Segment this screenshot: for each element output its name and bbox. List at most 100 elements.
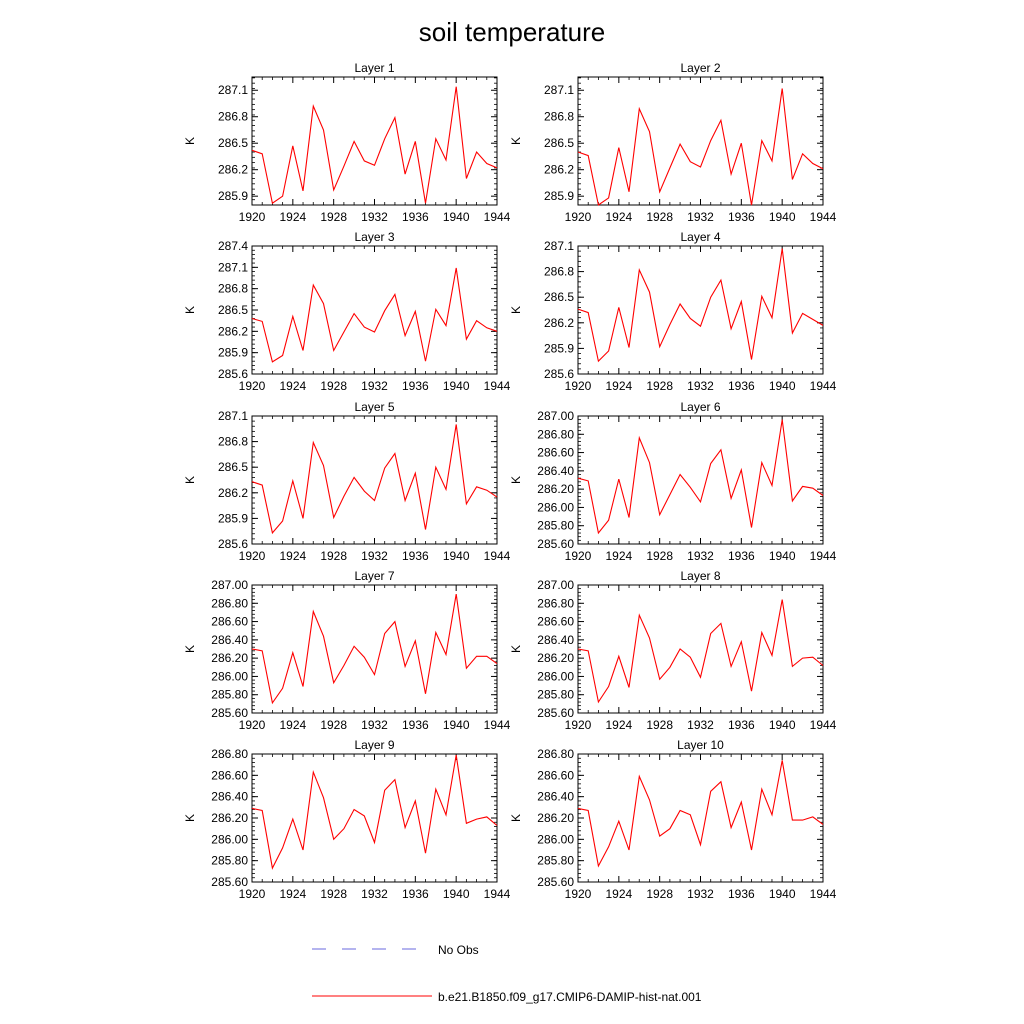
chart-title: soil temperature: [419, 17, 605, 47]
y-tick-label: 286.60: [537, 768, 574, 782]
plot-frame: [251, 584, 498, 714]
x-tick-label: 1936: [728, 210, 755, 224]
x-tick-label: 1920: [565, 549, 592, 563]
y-tick-label: 286.80: [211, 747, 248, 761]
y-tick-label: 285.60: [537, 537, 574, 551]
y-tick-label: 287.4: [218, 239, 248, 253]
plot-frame: [577, 76, 824, 206]
plot-frame: [251, 753, 498, 883]
y-tick-label: 286.20: [537, 811, 574, 825]
x-tick-label: 1932: [361, 379, 388, 393]
series-line: [251, 424, 498, 535]
legend-label: No Obs: [438, 943, 479, 957]
x-tick-label: 1940: [443, 887, 470, 901]
y-axis-label: K: [183, 137, 197, 145]
y-tick-label: 286.60: [211, 615, 248, 629]
x-tick-label: 1928: [320, 379, 347, 393]
y-axis-label: K: [509, 645, 523, 653]
x-tick-label: 1936: [402, 210, 429, 224]
x-tick-label: 1936: [728, 887, 755, 901]
x-tick-label: 1940: [443, 210, 470, 224]
y-tick-label: 286.80: [537, 747, 574, 761]
y-tick-label: 286.8: [218, 282, 248, 296]
y-tick-label: 286.8: [218, 435, 248, 449]
x-tick-label: 1940: [769, 379, 796, 393]
x-tick-label: 1940: [443, 718, 470, 732]
y-tick-label: 286.20: [537, 651, 574, 665]
y-tick-label: 286.80: [537, 427, 574, 441]
y-tick-label: 286.2: [218, 163, 248, 177]
series-line: [251, 267, 498, 363]
x-tick-label: 1924: [605, 379, 632, 393]
panel: Layer 10 K 285.60 285.80 286.00 286.20 286.40 2…: [509, 738, 837, 901]
y-tick-label: 286.40: [211, 790, 248, 804]
panel-title: Layer 5: [354, 400, 394, 414]
x-tick-label: 1928: [646, 549, 673, 563]
x-tick-label: 1920: [239, 210, 266, 224]
y-axis-label: K: [509, 814, 523, 822]
panel: Layer 9 K 285.60 285.80 286.00 286.20 286.40 28…: [183, 738, 511, 901]
y-tick-label: 285.80: [537, 519, 574, 533]
x-tick-label: 1944: [484, 718, 511, 732]
x-tick-label: 1940: [769, 549, 796, 563]
x-tick-label: 1944: [810, 210, 837, 224]
y-tick-label: 286.2: [544, 163, 574, 177]
y-tick-label: 285.60: [537, 706, 574, 720]
x-tick-label: 1940: [443, 379, 470, 393]
y-tick-label: 286.20: [211, 811, 248, 825]
x-tick-label: 1924: [605, 718, 632, 732]
series-line: [251, 86, 498, 205]
series-line: [577, 760, 824, 868]
x-tick-label: 1932: [687, 379, 714, 393]
panel-title: Layer 8: [680, 569, 720, 583]
y-tick-label: 285.9: [218, 346, 248, 360]
x-tick-label: 1928: [646, 379, 673, 393]
panel: Layer 2 K 285.9 286.2 286.5 286.8 287.1 1920 192…: [509, 61, 837, 224]
panel-title: Layer 7: [354, 569, 394, 583]
series-line: [251, 594, 498, 705]
x-tick-label: 1936: [402, 718, 429, 732]
x-tick-label: 1940: [769, 210, 796, 224]
x-tick-label: 1924: [279, 887, 306, 901]
y-tick-label: 287.00: [537, 578, 574, 592]
x-tick-label: 1928: [646, 887, 673, 901]
x-tick-label: 1944: [484, 210, 511, 224]
x-tick-label: 1944: [810, 887, 837, 901]
panel: Layer 3 K 285.6 285.9 286.2 286.5 286.8 287.1 28…: [183, 230, 511, 393]
panel-title: Layer 1: [354, 61, 394, 75]
x-tick-label: 1920: [565, 887, 592, 901]
x-tick-label: 1932: [687, 887, 714, 901]
y-tick-label: 286.5: [218, 303, 248, 317]
y-tick-label: 286.60: [537, 446, 574, 460]
x-tick-label: 1936: [402, 379, 429, 393]
x-tick-label: 1928: [320, 549, 347, 563]
x-tick-label: 1928: [320, 210, 347, 224]
plot-frame: [251, 76, 498, 206]
y-axis-label: K: [183, 476, 197, 484]
legend: No Obs b.e21.B1850.f09_g17.CMIP6-DAMIP-hi…: [312, 943, 702, 1004]
y-tick-label: 285.80: [211, 688, 248, 702]
y-tick-label: 286.80: [211, 596, 248, 610]
panel: Layer 4 K 285.6 285.9 286.2 286.5 286.8 287.1 19…: [509, 230, 837, 393]
panel: Layer 5 K 285.6 285.9 286.2 286.5 286.8 287.1 19…: [183, 400, 511, 563]
panel-title: Layer 3: [354, 230, 394, 244]
panels-group: Layer 1 K 285.9 286.2 286.5 286.8 287.1 1920 192…: [183, 61, 837, 901]
x-tick-label: 1920: [239, 549, 266, 563]
y-axis-label: K: [509, 306, 523, 314]
panel-title: Layer 6: [680, 400, 720, 414]
y-tick-label: 285.6: [218, 537, 248, 551]
y-tick-label: 286.2: [218, 486, 248, 500]
y-tick-label: 287.1: [218, 83, 248, 97]
y-axis-label: K: [509, 137, 523, 145]
x-tick-label: 1920: [239, 718, 266, 732]
y-tick-label: 286.00: [537, 669, 574, 683]
y-tick-label: 285.6: [218, 367, 248, 381]
y-tick-label: 286.5: [218, 460, 248, 474]
x-tick-label: 1928: [646, 210, 673, 224]
y-tick-label: 286.8: [544, 265, 574, 279]
plot-frame: [251, 415, 498, 545]
legend-label: b.e21.B1850.f09_g17.CMIP6-DAMIP-hist-nat…: [438, 990, 702, 1004]
x-tick-label: 1928: [320, 887, 347, 901]
panel: Layer 7 K 285.60 285.80 286.00 286.20 286.40 28…: [183, 569, 511, 732]
y-tick-label: 285.60: [537, 875, 574, 889]
